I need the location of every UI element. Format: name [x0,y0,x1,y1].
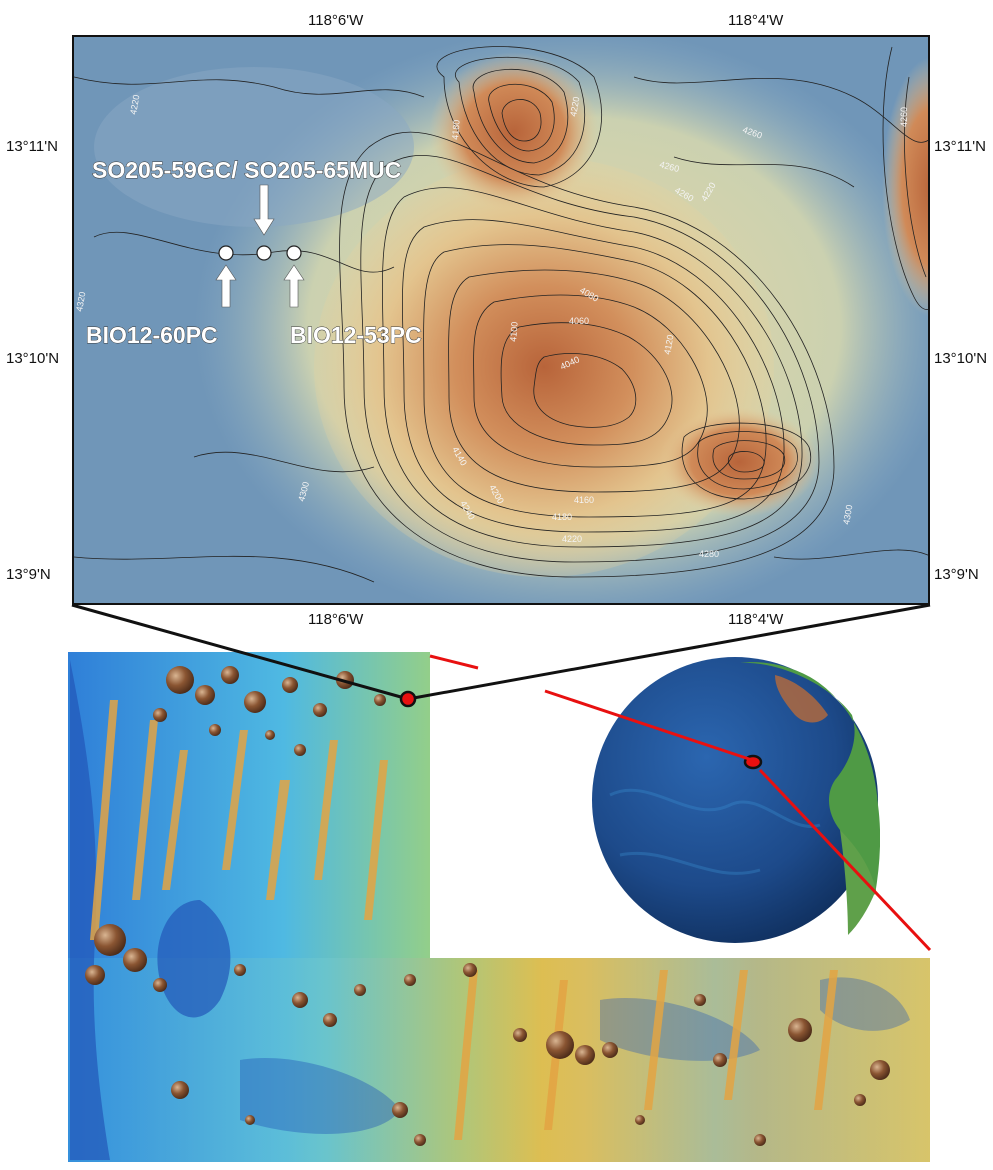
arrow-down-icon [253,184,275,236]
contour-label: 4280 [699,549,719,559]
bottom-tick-1: 118°6'W [308,611,364,628]
bathymetric-contours [74,46,928,583]
contour-label: 4160 [574,495,594,505]
contour-label: 4120 [662,334,675,355]
southeast-seamount [659,407,819,517]
ridges [90,700,838,1140]
north-seamount [429,52,599,212]
contour-label: 4320 [74,291,87,312]
bathymetry-detail-map[interactable]: 4220 4320 4300 4260 4260 4220 4260 4180 … [72,35,930,605]
arrow-up-icon [215,264,237,308]
contour-label: 4100 [508,321,520,342]
contour-label: 4180 [450,119,462,140]
contour-label: 4220 [568,96,581,117]
contour-label: 4220 [562,534,582,544]
location-marker[interactable] [743,754,763,770]
top-tick-2: 118°4'W [728,12,784,29]
contour-label: 4180 [552,512,572,522]
globe-svg [592,657,881,943]
contour-label: 4220 [128,94,141,115]
left-tick-2: 13°10'N [6,350,60,367]
deep-troughs [70,660,910,1160]
contour-label: 4260 [899,107,909,127]
contour-label: 4300 [841,504,854,525]
bathymetry-detail-svg: 4220 4320 4300 4260 4260 4220 4260 4180 … [74,37,928,603]
right-tick-2: 13°10'N [934,350,988,367]
main-seamount [314,157,774,577]
contour-label: 4060 [569,316,589,326]
station-label-bio12-60pc: BIO12-60PC [86,322,218,348]
left-tick-3: 13°9'N [6,566,51,583]
station-label-bio12-53pc: BIO12-53PC [290,322,422,348]
regional-bathymetry-svg [68,652,930,1162]
station-label-so205: SO205-59GC/ SO205-65MUC [92,157,401,183]
station-bio12-60pc-marker[interactable] [218,245,234,261]
left-tick-1: 13°11'N [6,138,58,155]
bottom-tick-2: 118°4'W [728,611,784,628]
arrow-up-icon [283,264,305,308]
top-tick-1: 118°6'W [308,12,364,29]
station-so205-marker[interactable] [256,245,272,261]
station-markers: SO205-59GC/ SO205-65MUC BIO12-60PC BIO12… [86,157,423,349]
station-bio12-53pc-marker[interactable] [286,245,302,261]
east-seamount [882,57,928,317]
regional-bathymetry-map[interactable] [0,640,993,1165]
globe-inset[interactable] [590,655,881,945]
right-tick-1: 13°11'N [934,138,986,155]
right-tick-3: 13°9'N [934,566,979,583]
